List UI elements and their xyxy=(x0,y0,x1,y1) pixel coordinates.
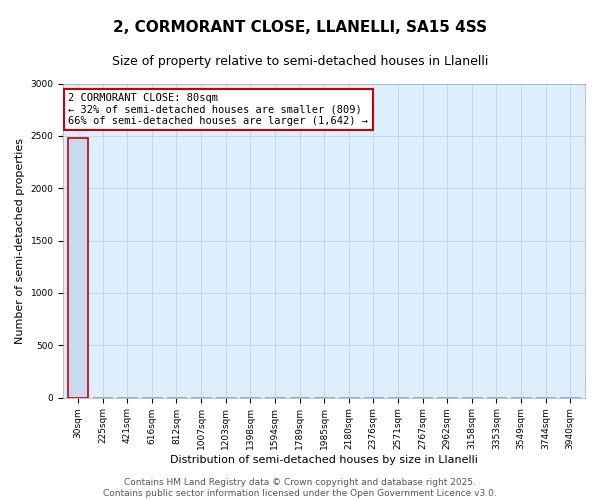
Bar xyxy=(93,396,112,398)
X-axis label: Distribution of semi-detached houses by size in Llanelli: Distribution of semi-detached houses by … xyxy=(170,455,478,465)
Y-axis label: Number of semi-detached properties: Number of semi-detached properties xyxy=(15,138,25,344)
Bar xyxy=(118,397,137,398)
Text: 2 CORMORANT CLOSE: 80sqm
← 32% of semi-detached houses are smaller (809)
66% of : 2 CORMORANT CLOSE: 80sqm ← 32% of semi-d… xyxy=(68,93,368,126)
Text: 2, CORMORANT CLOSE, LLANELLI, SA15 4SS: 2, CORMORANT CLOSE, LLANELLI, SA15 4SS xyxy=(113,20,487,35)
Text: Size of property relative to semi-detached houses in Llanelli: Size of property relative to semi-detach… xyxy=(112,55,488,68)
Bar xyxy=(68,138,88,398)
Text: Contains HM Land Registry data © Crown copyright and database right 2025.
Contai: Contains HM Land Registry data © Crown c… xyxy=(103,478,497,498)
